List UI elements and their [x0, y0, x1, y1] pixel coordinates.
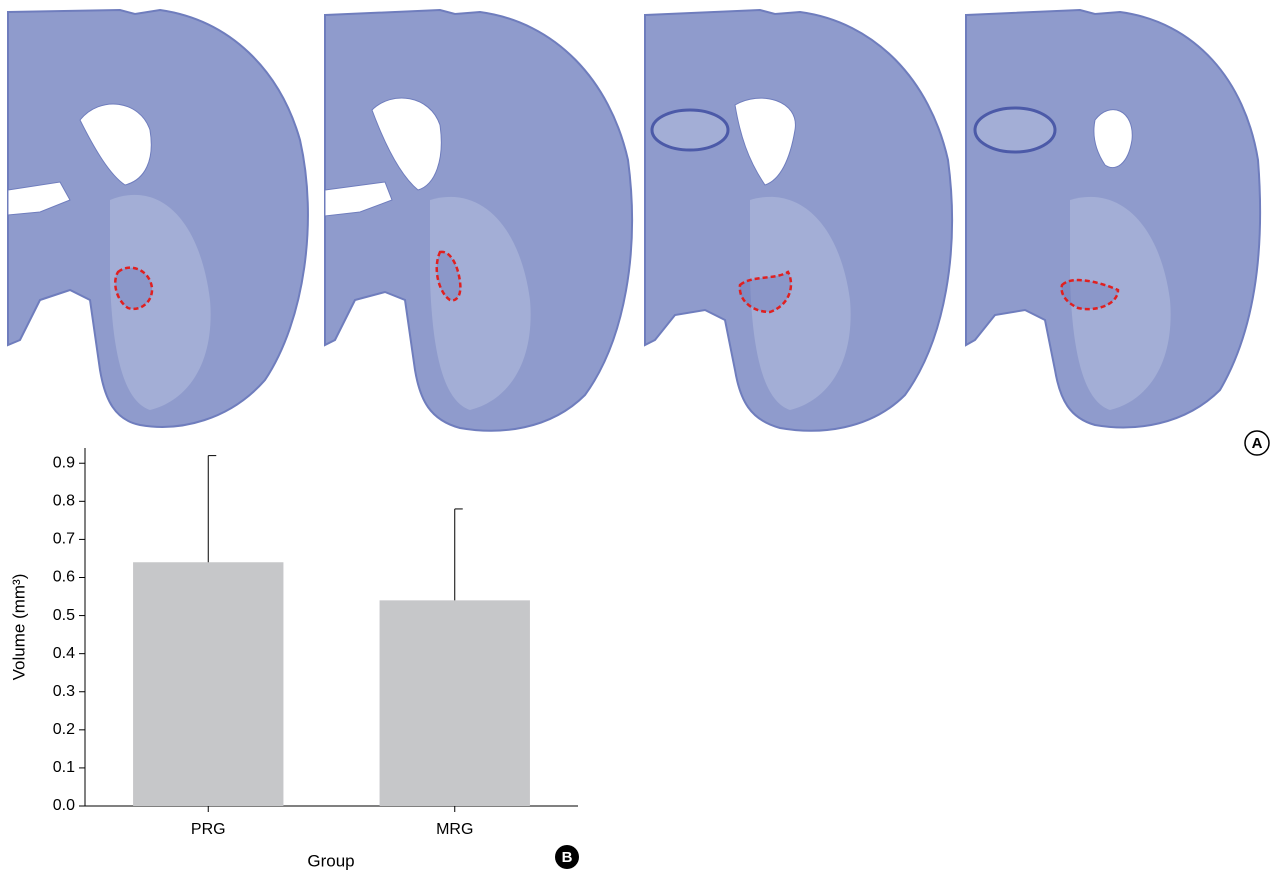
x-axis-label: Group	[307, 851, 354, 870]
error-bar	[455, 509, 463, 600]
y-tick-label: 0.8	[53, 493, 75, 510]
y-tick-label: 0.1	[53, 759, 75, 776]
y-tick-label: 0.7	[53, 531, 75, 548]
panel-b-label: B	[562, 849, 573, 866]
x-tick-label: PRG	[191, 821, 226, 838]
y-tick-label: 0.2	[53, 721, 75, 738]
y-tick-label: 0.4	[53, 645, 75, 662]
y-tick-label: 0.9	[53, 454, 75, 471]
y-tick-label: 0.6	[53, 569, 75, 586]
y-tick-label: 0.3	[53, 683, 75, 700]
section-images	[8, 10, 1260, 431]
section-3	[645, 10, 952, 431]
error-bar	[208, 456, 216, 563]
bar	[133, 562, 283, 806]
panel-a-label: A	[1252, 435, 1263, 452]
section-2	[325, 10, 632, 431]
figure: A Volume (mm³) Group B 0.0 0.1 0.2 0.3 0.4 0.…	[0, 0, 1271, 873]
section-4	[966, 10, 1260, 427]
y-axis-label: Volume (mm³)	[9, 574, 28, 681]
section-1	[8, 10, 308, 427]
y-tick-label: 0.0	[53, 797, 75, 814]
y-tick-label: 0.5	[53, 607, 75, 624]
bar	[380, 600, 530, 806]
x-tick-label: MRG	[436, 821, 473, 838]
